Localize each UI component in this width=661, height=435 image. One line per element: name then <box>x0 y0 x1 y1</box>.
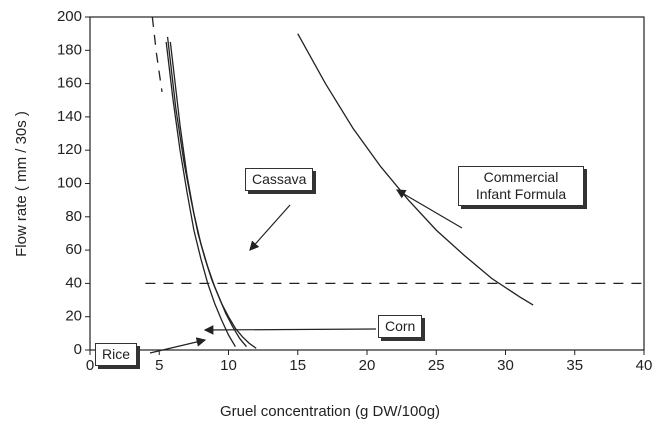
curve <box>166 36 248 348</box>
x-tick-label: 15 <box>289 357 306 374</box>
y-tick-label: 100 <box>57 174 82 191</box>
curve <box>169 41 257 349</box>
x-tick-label: 5 <box>155 357 163 374</box>
y-tick-label: 80 <box>65 208 82 225</box>
x-tick-label: 30 <box>497 357 514 374</box>
y-tick-label: 180 <box>57 41 82 58</box>
curve <box>297 33 534 306</box>
arrow <box>203 325 377 335</box>
y-tick-label: 160 <box>57 75 82 92</box>
x-axis-title: Gruel concentration (g DW/100g) <box>220 403 440 420</box>
x-tick-label: 40 <box>636 357 653 374</box>
series-label: Rice <box>95 343 138 366</box>
y-tick-label: 120 <box>57 141 82 158</box>
y-tick-label: 200 <box>57 8 82 25</box>
arrow <box>249 204 291 251</box>
y-tick-label: 20 <box>65 308 82 325</box>
arrow <box>149 337 207 354</box>
x-tick-label: 0 <box>86 357 94 374</box>
y-axis-title: Flow rate ( mm / 30s ) <box>13 111 30 257</box>
y-tick-label: 60 <box>65 241 82 258</box>
dashed-line <box>151 16 163 93</box>
y-tick-label: 40 <box>65 274 82 291</box>
arrow <box>395 189 463 229</box>
x-tick-label: 20 <box>359 357 376 374</box>
series-label: Corn <box>378 315 423 338</box>
series-label: Cassava <box>245 168 314 191</box>
x-tick-label: 35 <box>566 357 583 374</box>
curve <box>165 41 236 348</box>
y-tick-label: 140 <box>57 108 82 125</box>
series-label: Commercial Infant Formula <box>458 166 584 206</box>
y-tick-label: 0 <box>74 341 82 358</box>
x-tick-label: 25 <box>428 357 445 374</box>
x-tick-label: 10 <box>220 357 237 374</box>
